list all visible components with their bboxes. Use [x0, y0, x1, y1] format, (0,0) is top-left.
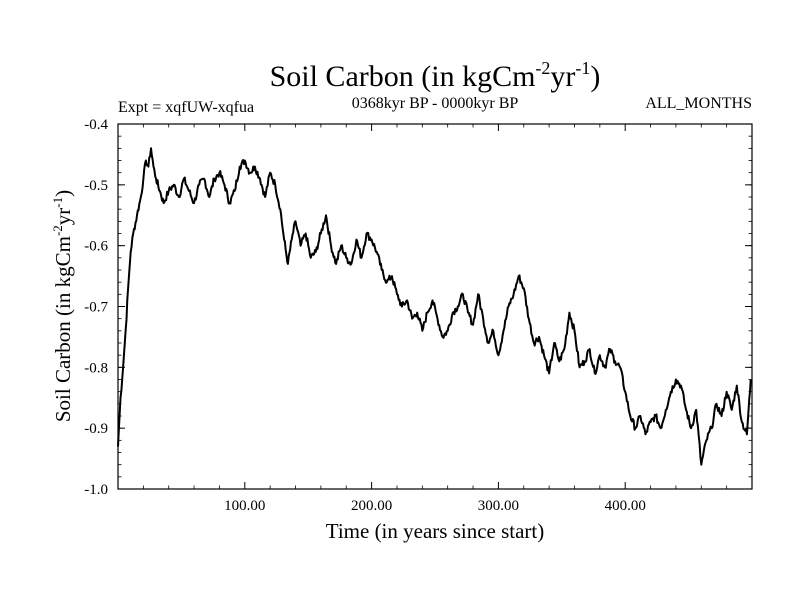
ylabel-sup-2: -1 [50, 197, 65, 208]
chart-title: Soil Carbon (in kgCm-2yr-1) [270, 58, 601, 93]
y-tick-label: -0.7 [84, 300, 108, 316]
y-tick-label: -0.5 [84, 178, 108, 194]
y-tick-label: -0.4 [84, 117, 108, 133]
x-tick-label: 100.00 [224, 498, 265, 514]
y-tick-label: -1.0 [84, 482, 108, 498]
x-tick-label: 300.00 [478, 498, 519, 514]
time-range-label: 0368kyr BP - 0000kyr BP [352, 95, 519, 112]
x-axis-label: Time (in years since start) [326, 519, 545, 543]
y-tick-label: -0.9 [84, 421, 108, 437]
axis-ticks [118, 123, 752, 490]
months-label: ALL_MONTHS [645, 95, 752, 112]
title-mid: yr [550, 60, 575, 93]
title-sup-2: -1 [575, 58, 590, 78]
title-sup-1: -2 [535, 58, 550, 78]
y-tick-labels: -0.4 -0.5 -0.6 -0.7 -0.8 -0.9 -1.0 [84, 117, 108, 498]
title-main: Soil Carbon (in kgCm [270, 60, 536, 93]
y-tick-label: -0.6 [84, 239, 108, 255]
x-tick-label: 400.00 [605, 498, 646, 514]
y-tick-label: -0.8 [84, 360, 108, 376]
title-end: ) [590, 60, 600, 93]
series-line-soil-carbon [117, 147, 752, 466]
y-axis-label: Soil Carbon (in kgCm-2yr-1) [50, 190, 75, 422]
x-tick-label: 200.00 [351, 498, 392, 514]
ylabel-sup-1: -2 [50, 225, 65, 236]
x-tick-labels: 100.00 200.00 300.00 400.00 [224, 498, 646, 514]
ylabel-mid: yr [51, 208, 75, 226]
ylabel-main: Soil Carbon (in kgCm [51, 236, 75, 422]
experiment-label: Expt = xqfUW-xqfua [118, 99, 254, 116]
ylabel-end: ) [51, 190, 75, 197]
